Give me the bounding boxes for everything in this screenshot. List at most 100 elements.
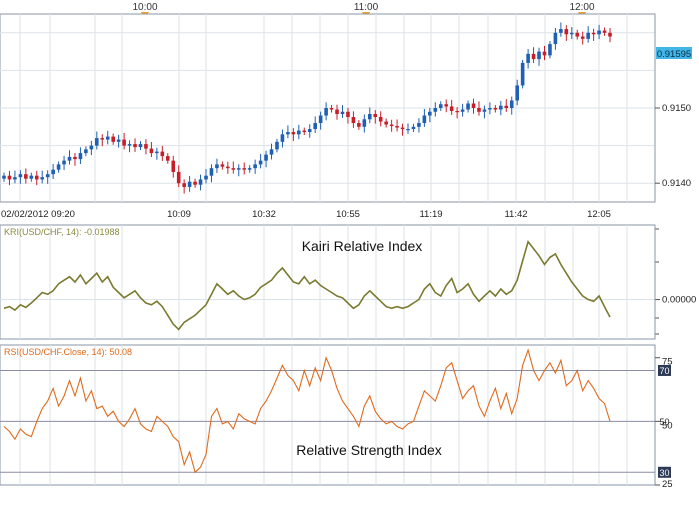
- candle-body: [280, 134, 285, 142]
- rsi-panel-title: Relative Strength Index: [296, 442, 442, 458]
- candle-body: [286, 132, 290, 135]
- candle-body: [608, 32, 612, 37]
- time-marker-label: 10:00: [132, 2, 157, 13]
- candle-body: [187, 181, 192, 187]
- rsi-level-badge: [658, 466, 671, 478]
- candle-body: [313, 123, 317, 130]
- candle-body: [406, 129, 410, 131]
- candle-body: [597, 30, 601, 35]
- candle-body: [580, 36, 585, 39]
- candle-body: [111, 136, 115, 142]
- candle-body: [329, 108, 334, 110]
- candle-body: [548, 44, 552, 56]
- candle-body: [537, 51, 541, 60]
- candle-body: [340, 111, 345, 115]
- last-price-label: 0.91595: [657, 49, 691, 60]
- candle-body: [362, 119, 367, 127]
- rsi-gridlines: [19, 345, 628, 485]
- time-marker-label: 12:00: [569, 2, 594, 13]
- candle-body: [531, 53, 536, 60]
- candle-body: [297, 130, 301, 135]
- kri-legend-label: KRI(USD/CHF, 14): -0.01988: [4, 227, 120, 237]
- candle-body: [171, 160, 176, 172]
- kri-series-line: [3, 239, 611, 331]
- candle-body: [586, 32, 590, 39]
- candle-body: [2, 175, 6, 179]
- candle-body: [389, 124, 394, 127]
- candle-body: [526, 53, 530, 63]
- rsi-panel: 70 50 30 RSI(USD/CHF.Close, 14): 50.08 Rel…: [0, 344, 673, 490]
- candle-body: [231, 168, 236, 170]
- candle-body: [302, 130, 307, 133]
- candle-body: [520, 62, 525, 86]
- time-axis-label: 10:32: [252, 209, 276, 220]
- kri-panel-title: Kairi Relative Index: [302, 238, 423, 254]
- time-axis-label: 10:09: [167, 209, 191, 220]
- candle-body: [220, 164, 225, 167]
- rsi-level-label: 30: [659, 468, 669, 478]
- candle-body: [34, 175, 39, 180]
- candle-body: [258, 160, 263, 165]
- rsi-level-label: 70: [659, 366, 669, 376]
- candle-body: [198, 179, 203, 185]
- candle-body: [13, 177, 17, 180]
- kri-panel-frame: [0, 224, 656, 340]
- rsi-series-line: [3, 348, 611, 474]
- y-tick-label: 25: [662, 479, 673, 490]
- candle-body: [73, 156, 77, 160]
- candle-body: [417, 123, 421, 127]
- candle-body: [477, 108, 481, 112]
- candle-body: [7, 175, 12, 180]
- candle-body: [559, 29, 563, 33]
- price-candles: [2, 22, 612, 194]
- candle-body: [275, 141, 279, 150]
- candle-body: [509, 100, 514, 108]
- candle-body: [56, 164, 61, 170]
- candle-body: [400, 127, 405, 130]
- candle-body: [193, 181, 197, 185]
- candle-body: [378, 117, 383, 122]
- candle-body: [564, 29, 569, 35]
- candle-body: [89, 145, 94, 150]
- time-axis-label: 10:55: [336, 209, 360, 220]
- y-tick-label: 50: [662, 420, 673, 431]
- candle-body: [433, 108, 438, 112]
- candle-body: [116, 139, 121, 142]
- candle-body: [45, 174, 50, 178]
- rsi-level-lines: 70 50 30: [0, 364, 671, 478]
- time-axis-label: 12:05: [587, 209, 611, 220]
- candle-body: [264, 154, 268, 161]
- candle-body: [395, 126, 399, 128]
- candle-body: [318, 115, 323, 124]
- candle-body: [504, 105, 509, 108]
- candle-body: [335, 109, 339, 115]
- time-axis: 02/02/2012 09:20 10:09 10:32 10:55 11:19…: [1, 209, 611, 220]
- candle-body: [95, 138, 99, 146]
- candle-body: [269, 149, 274, 155]
- candle-body: [346, 111, 350, 118]
- candle-body: [242, 168, 247, 170]
- candle-body: [482, 109, 487, 112]
- candle-body: [138, 144, 143, 148]
- candle-body: [51, 169, 55, 175]
- candle-body: [24, 174, 28, 179]
- candle-body: [542, 51, 547, 56]
- candle-body: [444, 104, 449, 107]
- last-price-badge: [656, 47, 692, 59]
- candle-body: [127, 144, 132, 146]
- candle-body: [488, 108, 492, 110]
- candle-body: [384, 121, 388, 125]
- candle-body: [29, 175, 34, 179]
- candle-body: [553, 32, 558, 45]
- candle-body: [40, 177, 45, 180]
- candle-body: [499, 105, 503, 110]
- candle-body: [236, 168, 241, 170]
- candle-body: [18, 174, 23, 178]
- y-tick-label: 0.00000: [662, 295, 696, 306]
- candle-body: [176, 171, 181, 184]
- candle-body: [466, 103, 470, 110]
- time-marker-label: 11:00: [354, 2, 379, 13]
- candle-body: [84, 149, 88, 154]
- y-tick-label: 0.9150: [662, 103, 691, 114]
